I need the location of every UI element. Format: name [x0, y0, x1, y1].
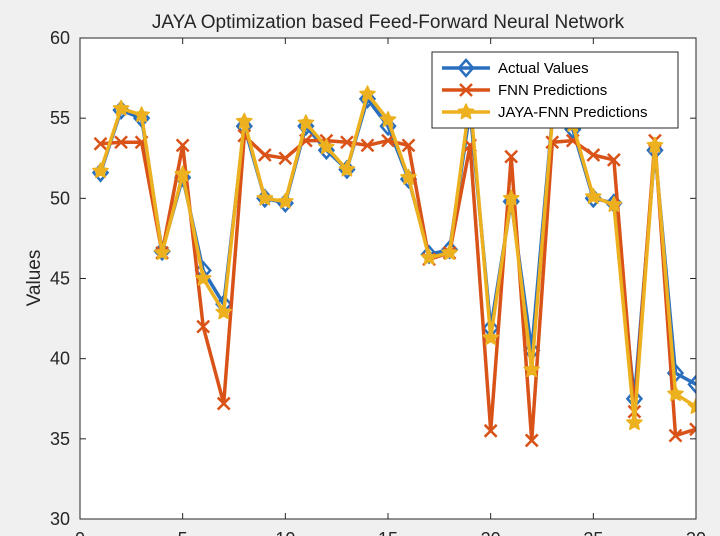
data-point-2-29 [687, 398, 696, 414]
data-point-2-7 [235, 112, 253, 129]
data-point-1-24 [586, 148, 601, 162]
x-tick-label-4: 20 [481, 529, 501, 536]
data-point-1-25 [606, 152, 621, 167]
y-tick-label-6: 60 [50, 28, 70, 48]
y-tick-label-1: 35 [50, 429, 70, 449]
ticks-layer: 30 35 40 45 50 55 60 0 5 10 15 20 25 30 [50, 28, 706, 536]
data-point-2-14 [379, 111, 397, 127]
data-point-2-2 [133, 106, 150, 123]
x-tick-label-3: 15 [378, 529, 398, 536]
y-tick-label-3: 45 [50, 269, 70, 289]
data-point-1-13 [360, 138, 375, 153]
y-tick-label-0: 30 [50, 509, 70, 529]
data-point-2-26 [626, 414, 643, 431]
data-point-2-3 [153, 244, 171, 261]
data-point-1-6 [216, 396, 231, 411]
data-point-2-16 [420, 248, 438, 265]
data-point-1-22 [545, 135, 560, 150]
y-axis-label: Values [24, 250, 45, 307]
data-point-2-11 [318, 138, 335, 155]
data-point-2-24 [584, 187, 602, 204]
data-point-2-6 [215, 303, 233, 320]
data-point-2-15 [400, 168, 417, 185]
data-point-0-13 [358, 89, 377, 109]
series-1 [93, 128, 696, 448]
data-point-2-9 [276, 192, 294, 209]
y-tick-label-2: 40 [50, 349, 70, 369]
data-point-1-0 [93, 136, 108, 151]
data-point-2-10 [297, 114, 315, 131]
data-point-1-1 [114, 135, 128, 150]
y-tick-label-4: 50 [50, 188, 70, 208]
legend-marker-0 [457, 58, 475, 78]
data-point-1-28 [668, 428, 683, 443]
data-point-2-20 [502, 189, 520, 206]
data-point-2-12 [338, 160, 356, 177]
data-point-0-29 [687, 374, 696, 395]
y-tick-label-5: 55 [50, 108, 70, 128]
data-point-1-8 [257, 148, 272, 162]
data-point-1-4 [175, 138, 190, 153]
data-point-1-9 [278, 151, 293, 166]
data-point-1-20 [504, 149, 519, 164]
data-point-1-29 [689, 422, 696, 437]
legend-item-2: JAYA-FNN Predictions [442, 103, 647, 121]
legend-item-1: FNN Predictions [442, 82, 607, 99]
data-point-2-4 [174, 165, 192, 182]
x-tick-label-6: 30 [686, 529, 706, 536]
legend-item-0: Actual Values [442, 58, 589, 78]
data-point-2-28 [667, 385, 684, 402]
data-point-2-5 [194, 269, 212, 286]
data-point-2-13 [359, 85, 376, 102]
data-point-1-21 [524, 433, 539, 448]
data-point-2-1 [112, 99, 130, 116]
x-tick-label-2: 10 [275, 529, 295, 536]
data-point-2-21 [523, 361, 541, 378]
chart-title: JAYA Optimization based Feed-Forward Neu… [152, 12, 625, 33]
x-tick-label-0: 0 [75, 529, 85, 536]
data-point-1-5 [196, 319, 211, 334]
legend-marker-1 [459, 83, 473, 97]
legend-label-0: Actual Values [498, 60, 589, 77]
data-point-2-27 [646, 136, 664, 153]
legend-label-1: FNN Predictions [498, 82, 607, 99]
data-point-2-8 [256, 189, 274, 206]
data-point-2-25 [605, 195, 623, 212]
data-point-1-14 [381, 133, 395, 148]
legend: Actual Values FNN Predictions JAYA-FNN Pre… [431, 51, 679, 129]
data-point-1-15 [401, 138, 416, 153]
data-point-1-12 [340, 135, 354, 150]
x-tick-label-5: 25 [583, 529, 603, 536]
x-tick-label-1: 5 [178, 529, 188, 536]
data-point-2-17 [441, 244, 458, 261]
data-point-2-19 [482, 329, 500, 346]
legend-label-2: JAYA-FNN Predictions [498, 104, 647, 121]
data-point-0-16 [420, 244, 438, 265]
data-point-1-19 [483, 423, 498, 438]
data-point-2-0 [92, 162, 109, 179]
series-line-1 [100, 134, 696, 443]
legend-marker-2 [457, 103, 475, 120]
